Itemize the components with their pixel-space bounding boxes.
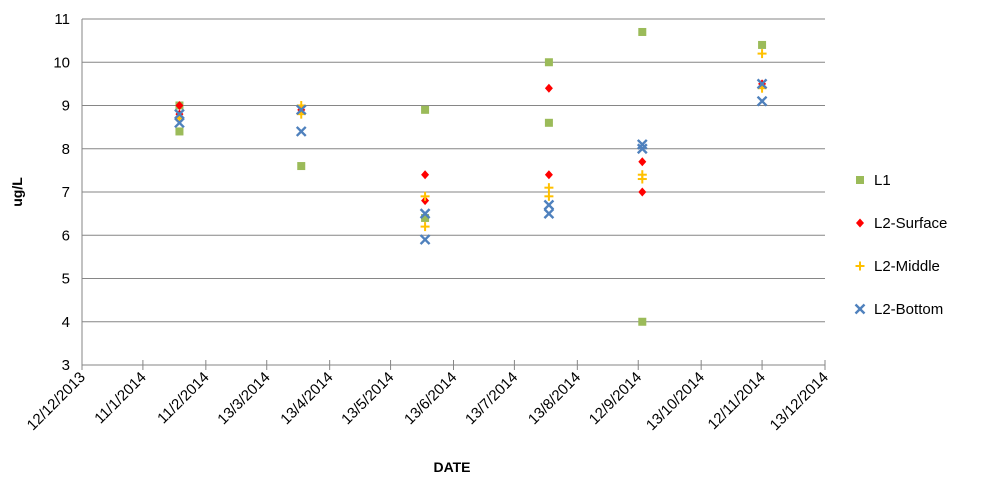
point-l2-middle [757, 49, 767, 59]
y-tick-label: 8 [62, 141, 70, 158]
x-axis-title: DATE [433, 459, 470, 475]
point-l1 [297, 162, 306, 171]
legend-label: L1 [874, 172, 891, 189]
legend: L1 L2-Surface L2-Middle L2-Bottom [854, 172, 947, 318]
point-l2-surface [638, 157, 647, 167]
point-l2-bottom [174, 117, 185, 129]
point-l2-middle [544, 191, 554, 201]
point-l2-middle [544, 183, 554, 193]
legend-label: L2-Middle [874, 258, 940, 275]
point-l1 [758, 40, 767, 49]
point-l2-surface [544, 170, 553, 180]
point-l1 [638, 317, 647, 326]
legend-item-l2-surface: L2-Surface [856, 215, 947, 232]
point-l1 [421, 213, 430, 222]
point-l2-surface [638, 187, 647, 197]
point-l1 [544, 118, 553, 127]
point-l2-bottom [756, 95, 768, 107]
point-l2-bottom [174, 108, 185, 120]
point-l1 [175, 127, 184, 136]
y-tick-label: 3 [62, 357, 70, 374]
point-l1 [421, 105, 430, 114]
y-tick-label: 9 [62, 98, 70, 115]
point-l2-middle [637, 174, 647, 184]
y-tick-label: 7 [62, 184, 70, 201]
point-l2-bottom [543, 199, 555, 211]
point-l2-bottom [419, 208, 431, 219]
y-tick-labels: 3 4 5 6 7 8 9 10 11 [53, 11, 70, 374]
y-tick-label: 10 [53, 54, 70, 71]
legend-marker-l2-middle [855, 261, 865, 271]
point-l1 [544, 58, 553, 67]
point-l2-bottom [543, 208, 555, 219]
legend-item-l2-middle: L2-Middle [855, 258, 940, 275]
legend-marker-l2-bottom [854, 303, 866, 315]
point-l2-bottom [295, 104, 307, 116]
y-tick-label: 4 [62, 314, 70, 331]
legend-label: L2-Surface [874, 215, 947, 232]
point-l2-bottom [419, 234, 431, 245]
point-l2-middle [420, 191, 430, 201]
y-tick-label: 11 [54, 11, 70, 28]
y-tick-label: 6 [62, 227, 70, 244]
point-l2-surface [175, 101, 184, 110]
y-axis-title: ug/L [9, 177, 25, 207]
legend-label: L2-Bottom [874, 301, 943, 318]
axes [81, 19, 826, 370]
point-l2-surface [421, 170, 430, 180]
legend-item-l2-bottom: L2-Bottom [854, 301, 943, 318]
legend-item-l1: L1 [856, 172, 891, 189]
point-l2-surface [544, 83, 553, 93]
point-l2-middle [420, 222, 430, 232]
point-l1 [638, 27, 647, 36]
point-l2-bottom [295, 126, 307, 137]
data-points [174, 27, 768, 326]
point-l2-bottom [636, 143, 648, 155]
y-tick-label: 5 [62, 271, 70, 288]
gridlines [82, 18, 825, 366]
point-l2-bottom [756, 78, 768, 90]
legend-marker-l2-surface [856, 218, 864, 228]
legend-marker-l1 [856, 176, 864, 184]
